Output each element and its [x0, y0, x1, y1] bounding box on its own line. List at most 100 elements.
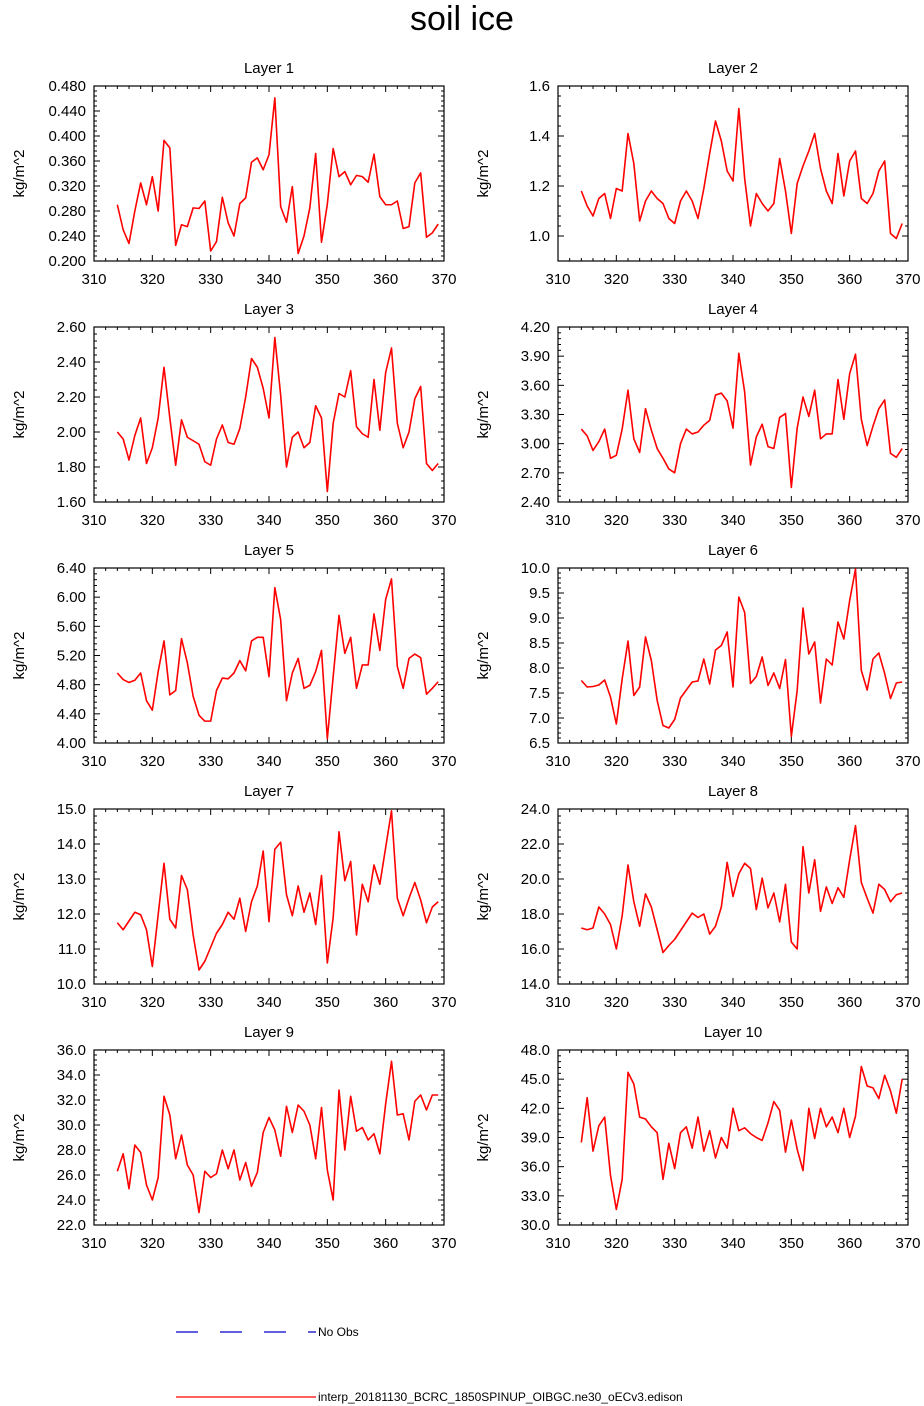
- x-tick-label: 360: [373, 512, 398, 529]
- y-axis-label: kg/m^2: [11, 632, 28, 680]
- y-tick-label: 6.40: [57, 560, 86, 577]
- series-line: [581, 824, 903, 954]
- y-tick-label: 8.0: [529, 660, 550, 677]
- series-line: [116, 97, 439, 255]
- x-tick-label: 350: [315, 1235, 340, 1252]
- y-tick-label: 42.0: [521, 1100, 550, 1117]
- x-tick-label: 350: [315, 512, 340, 529]
- x-tick-label: 370: [431, 753, 456, 770]
- x-tick-label: 350: [779, 512, 804, 529]
- y-tick-label: 36.0: [57, 1042, 86, 1059]
- plot-frame: [93, 567, 445, 744]
- y-tick-label: 7.0: [529, 710, 550, 727]
- y-tick-label: 1.6: [529, 78, 550, 95]
- y-tick-label: 33.0: [521, 1188, 550, 1205]
- figure-title: soil ice: [410, 0, 514, 38]
- y-tick-label: 45.0: [521, 1071, 550, 1088]
- x-tick-label: 320: [140, 753, 165, 770]
- x-tick-label: 330: [198, 1235, 223, 1252]
- y-tick-label: 2.60: [57, 319, 86, 336]
- y-tick-label: 0.360: [48, 153, 86, 170]
- y-tick-label: 3.30: [521, 407, 550, 424]
- y-tick-label: 1.4: [529, 128, 550, 145]
- y-tick-label: 6.00: [57, 589, 86, 606]
- chart-panel-layer-3: Layer 3 kg/m^2 310 320 330 340 350 360 370 1.60 1.…: [11, 301, 457, 529]
- x-tick-label: 360: [373, 271, 398, 288]
- plot-frame: [557, 567, 909, 744]
- x-tick-label: 340: [720, 1235, 745, 1252]
- x-tick-label: 310: [81, 271, 106, 288]
- y-tick-label: 10.0: [521, 560, 550, 577]
- x-tick-label: 340: [720, 271, 745, 288]
- y-tick-label: 16.0: [521, 941, 550, 958]
- y-tick-label: 0.320: [48, 178, 86, 195]
- x-tick-label: 350: [315, 271, 340, 288]
- x-tick-label: 370: [895, 994, 920, 1011]
- chart-panel-layer-9: Layer 9 kg/m^2 310 320 330 340 350 360 370 22.0 24…: [11, 1024, 457, 1252]
- plot-frame: [93, 1049, 445, 1226]
- series-line: [116, 1060, 439, 1214]
- x-tick-label: 320: [604, 1235, 629, 1252]
- y-tick-label: 0.480: [48, 78, 86, 95]
- plot-frame: [557, 326, 909, 503]
- x-tick-label: 370: [895, 512, 920, 529]
- x-tick-label: 360: [837, 994, 862, 1011]
- x-tick-label: 320: [140, 512, 165, 529]
- y-tick-label: 9.0: [529, 610, 550, 627]
- x-tick-label: 310: [545, 271, 570, 288]
- series-line: [116, 578, 439, 740]
- panel-title: Layer 4: [708, 301, 758, 318]
- x-tick-label: 310: [81, 1235, 106, 1252]
- chart-panel-layer-6: Layer 6 kg/m^2 310 320 330 340 350 360 370 6.5 7.0…: [475, 542, 921, 770]
- plot-frame: [557, 1049, 909, 1226]
- x-tick-label: 360: [837, 271, 862, 288]
- x-tick-label: 360: [373, 753, 398, 770]
- x-tick-label: 340: [256, 1235, 281, 1252]
- y-tick-label: 11.0: [58, 941, 86, 958]
- x-tick-label: 360: [837, 753, 862, 770]
- x-tick-label: 350: [779, 1235, 804, 1252]
- y-tick-label: 22.0: [57, 1217, 86, 1234]
- x-tick-label: 320: [604, 994, 629, 1011]
- series-line: [580, 107, 903, 240]
- plot-frame: [93, 808, 445, 985]
- chart-panel-layer-1: Layer 1 kg/m^2 310 320 330 340 350 360 370 0.200 0…: [11, 60, 457, 288]
- y-tick-label: 24.0: [521, 801, 550, 818]
- y-tick-label: 6.5: [529, 735, 550, 752]
- chart-panel-layer-2: Layer 2 kg/m^2 310 320 330 340 350 360 370 1.0 1.2…: [475, 60, 921, 288]
- y-tick-label: 14.0: [521, 976, 550, 993]
- y-tick-label: 4.00: [57, 735, 86, 752]
- y-axis-label: kg/m^2: [11, 873, 28, 921]
- y-tick-label: 3.00: [521, 436, 550, 453]
- panel-title: Layer 5: [244, 542, 294, 559]
- x-tick-label: 330: [662, 753, 687, 770]
- y-tick-label: 32.0: [57, 1092, 86, 1109]
- panel-title: Layer 2: [708, 60, 758, 77]
- x-tick-label: 310: [81, 994, 106, 1011]
- x-tick-label: 330: [198, 994, 223, 1011]
- x-tick-label: 370: [895, 753, 920, 770]
- y-tick-label: 30.0: [57, 1117, 86, 1134]
- y-tick-label: 26.0: [57, 1167, 86, 1184]
- y-tick-label: 4.80: [57, 677, 86, 694]
- x-tick-label: 320: [604, 512, 629, 529]
- y-tick-label: 2.00: [57, 424, 86, 441]
- x-tick-label: 340: [256, 753, 281, 770]
- y-tick-label: 13.0: [57, 871, 86, 888]
- y-tick-label: 0.200: [48, 253, 86, 270]
- y-tick-label: 9.5: [529, 585, 550, 602]
- series-line: [580, 352, 903, 489]
- chart-panel-layer-5: Layer 5 kg/m^2 310 320 330 340 350 360 370 4.00 4.…: [11, 542, 457, 770]
- x-tick-label: 330: [662, 1235, 687, 1252]
- y-tick-label: 34.0: [57, 1067, 86, 1084]
- x-tick-label: 360: [837, 512, 862, 529]
- x-tick-label: 340: [256, 994, 281, 1011]
- y-tick-label: 30.0: [521, 1217, 550, 1234]
- x-tick-label: 370: [895, 271, 920, 288]
- panel-title: Layer 1: [244, 60, 294, 77]
- panel-title: Layer 10: [704, 1024, 762, 1041]
- y-tick-label: 20.0: [521, 871, 550, 888]
- x-tick-label: 350: [315, 753, 340, 770]
- y-tick-label: 18.0: [521, 906, 550, 923]
